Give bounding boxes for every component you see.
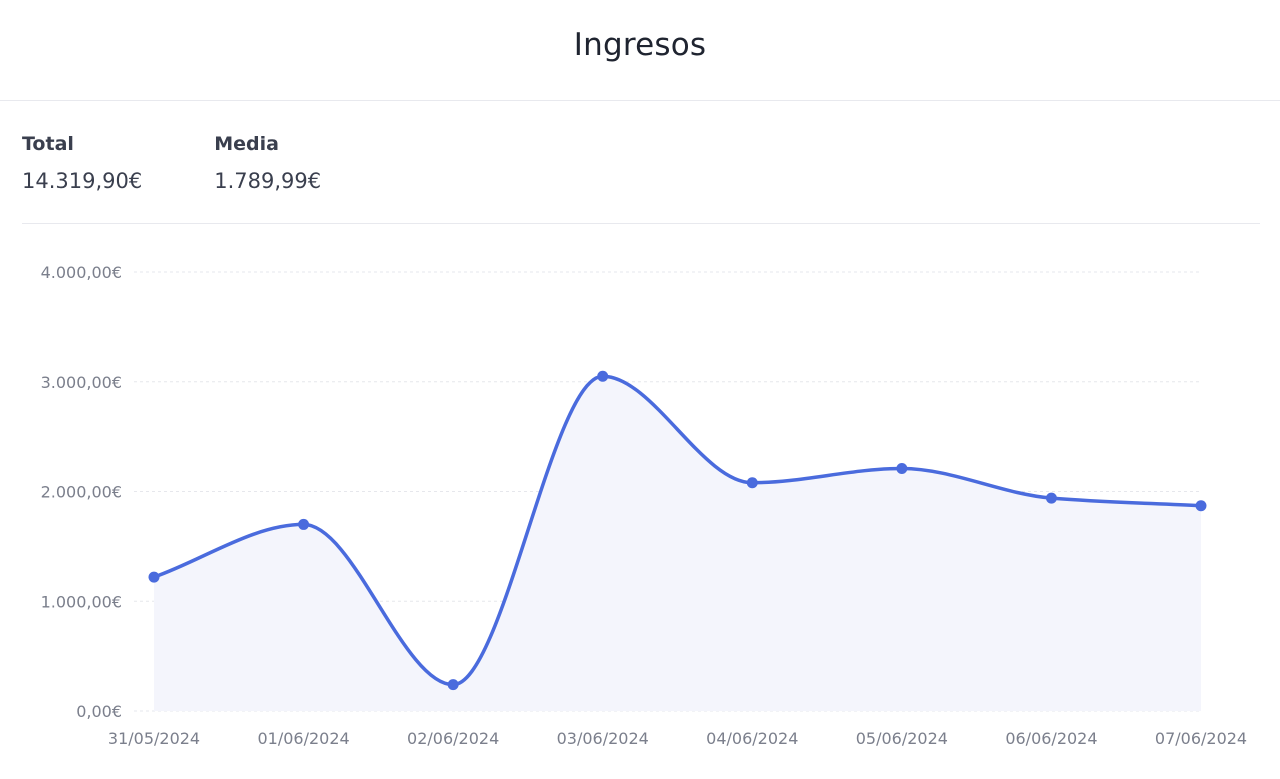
data-point [1045,492,1057,504]
data-point [447,679,459,691]
card-title: Ingresos [573,27,707,63]
data-point [896,462,908,474]
stat-average-value: 1.789,99€ [214,169,322,193]
stat-total: Total 14.319,90€ [22,133,142,193]
stat-total-label: Total [22,133,74,155]
stat-total-value: 14.319,90€ [22,169,143,193]
x-tick-label: 02/06/2024 [407,729,499,748]
y-tick-label: 0,00€ [76,702,122,721]
y-tick-label: 4.000,00€ [41,263,122,282]
y-tick-label: 3.000,00€ [41,373,122,392]
x-tick-label: 01/06/2024 [257,729,349,748]
stats-divider [22,223,1260,224]
data-points [148,370,1207,691]
card-header: Ingresos [0,0,1280,101]
y-tick-label: 1.000,00€ [41,592,122,611]
data-point [746,477,758,489]
stat-average: Media 1.789,99€ [214,133,321,193]
series-area [154,376,1201,711]
stat-average-label: Media [214,133,279,155]
y-tick-label: 2.000,00€ [41,483,122,502]
data-point [1195,500,1207,512]
data-point [298,518,310,530]
x-tick-label: 31/05/2024 [108,729,200,748]
x-tick-label: 03/06/2024 [557,729,649,748]
x-tick-label: 04/06/2024 [706,729,798,748]
x-tick-label: 05/06/2024 [856,729,948,748]
data-point [148,571,160,583]
x-axis-ticks: 31/05/2024 01/06/2024 02/06/2024 03/06/2024… [108,729,1247,748]
summary-stats: Total 14.319,90€ Media 1.789,99€ [22,133,393,193]
data-point [597,370,609,382]
x-tick-label: 07/06/2024 [1155,729,1247,748]
x-tick-label: 06/06/2024 [1005,729,1097,748]
series-line [152,374,1203,687]
y-axis-ticks: 0,00€ 1.000,00€ 2.000,00€ 3.000,00€ 4.000,00… [41,263,122,721]
line-layer [152,374,1203,687]
area-layer [154,376,1201,711]
